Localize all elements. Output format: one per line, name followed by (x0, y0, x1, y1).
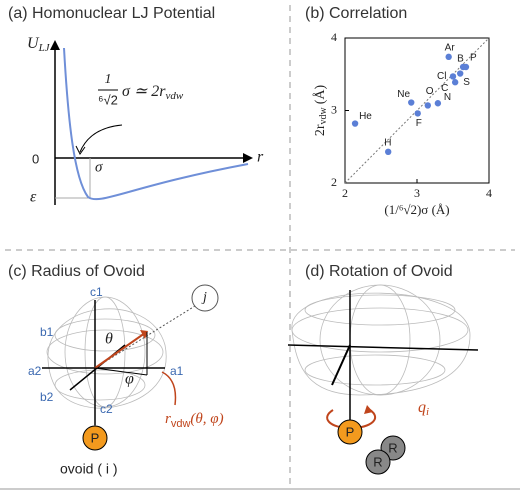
wire (46, 329, 164, 375)
point-label: Ar (445, 42, 456, 53)
y-tick-label: 2 (331, 175, 337, 189)
equation: σ ≃ 2rvdw (122, 83, 184, 102)
projection (94, 367, 148, 376)
point (457, 70, 464, 77)
wire (54, 318, 156, 352)
point (449, 73, 457, 80)
point (351, 120, 359, 127)
y-axis-label: ULJ (27, 35, 51, 54)
panel-title: (c) Radius of Ovoid (8, 263, 145, 280)
panel-title: (a) Homonuclear LJ Potential (8, 5, 215, 22)
point (445, 53, 452, 61)
wire (304, 354, 446, 386)
axis-label: a2 (28, 364, 42, 378)
axis-label: c2 (100, 402, 113, 416)
equation: ⁶√2 (98, 92, 118, 107)
point (451, 79, 459, 86)
pointer (79, 124, 123, 153)
wire (64, 296, 146, 408)
equation: 1 (105, 72, 112, 87)
point-label: B (457, 54, 464, 65)
p-label: P (346, 424, 355, 439)
ovoid-radius: j c1 c2 a1 a2 b1 b2 θ φ rvdw(θ, φ) P ovo… (28, 284, 224, 477)
axis (287, 344, 479, 351)
pointer (161, 371, 177, 406)
point (414, 110, 421, 117)
ovoid-label: ovoid ( i ) (60, 461, 118, 477)
epsilon-label: ε (30, 189, 37, 206)
wire (349, 284, 411, 396)
zero-label: 0 (32, 151, 39, 166)
point (424, 102, 431, 109)
y-tick-label: 4 (331, 30, 337, 44)
ovoid-rotation: qi P R R (287, 284, 479, 475)
node-j (191, 284, 219, 312)
scatter-plot: 2 3 4 2 3 4 He H Ne F ON Ar ClC B P S (1/⁶√2)σ (Å) 2rvdw(… (312, 30, 492, 217)
x-tick-label: 3 (414, 186, 420, 200)
wire (54, 369, 146, 401)
phi-label: φ (125, 371, 134, 388)
point-label: O (426, 86, 434, 97)
x-tick-label: 4 (486, 186, 492, 200)
r-bead (365, 449, 391, 475)
pointer (75, 145, 86, 155)
sigma-label: σ (95, 159, 103, 175)
point-label: He (359, 111, 372, 122)
arrow (50, 40, 60, 50)
r-label: R (388, 440, 397, 455)
arrow (140, 330, 148, 339)
panel-title: (d) Rotation of Ovoid (305, 263, 453, 280)
j-label: j (201, 290, 207, 305)
axis-label: a1 (170, 364, 184, 378)
x-axis-label: r (257, 149, 264, 166)
point-label: F (416, 118, 422, 129)
y-axis-label: 2rvdw(Å) (312, 84, 329, 136)
stick (331, 344, 351, 386)
q-label: qi (418, 399, 429, 418)
lj-plot: ULJ r 0 ε σ 1 ⁶√2 σ ≃ 2rvdw (27, 35, 264, 206)
point (462, 63, 470, 71)
p-label: P (91, 430, 100, 445)
x-tick-label: 2 (342, 186, 348, 200)
point (385, 148, 392, 156)
point-label: Cl (437, 71, 446, 82)
wire (319, 284, 441, 396)
wire (304, 294, 456, 326)
axis-label: b1 (40, 325, 54, 339)
wire (291, 307, 469, 353)
x-axis-label: (1/⁶√2)σ (Å) (384, 202, 449, 217)
lj-curve (63, 47, 249, 201)
ovoid-outline (291, 292, 471, 396)
point-label: S (463, 77, 470, 88)
axis-label: c1 (90, 285, 103, 299)
point-label: N (444, 92, 451, 103)
point-label: C (441, 83, 448, 94)
p-bead (82, 425, 108, 451)
panel-title: (b) Correlation (305, 5, 407, 22)
y-tick-label: 3 (331, 102, 337, 116)
r-label: R (373, 454, 382, 469)
point-label: H (384, 137, 391, 148)
point-label: P (470, 53, 477, 64)
radius-label: rvdw(θ, φ) (165, 411, 224, 429)
axis-label: b2 (40, 390, 54, 404)
point (408, 99, 415, 106)
arrow (243, 153, 253, 163)
point (434, 100, 442, 107)
arrow (364, 405, 373, 414)
p-bead (337, 419, 363, 445)
radius-arrow (94, 332, 146, 369)
theta-label: θ (105, 331, 113, 348)
point-label: Ne (397, 89, 410, 100)
